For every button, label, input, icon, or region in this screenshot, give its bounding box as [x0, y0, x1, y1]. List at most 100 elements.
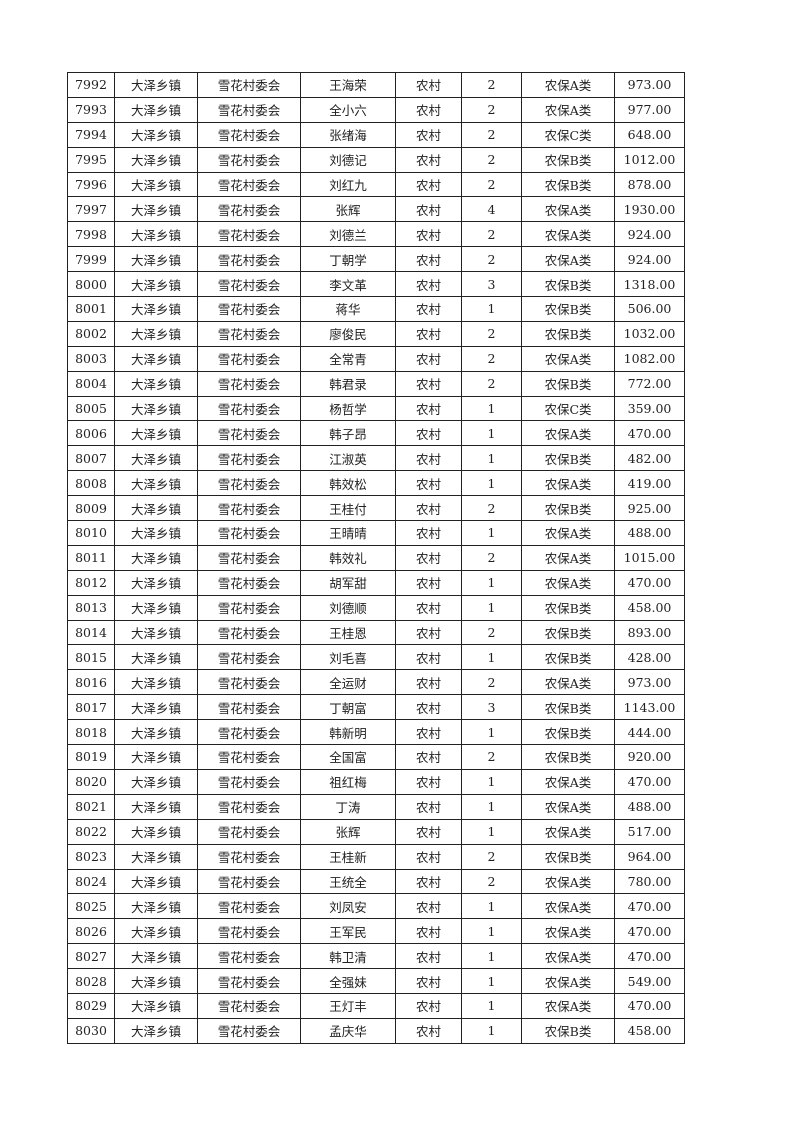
village-committee-cell: 雪花村委会: [197, 669, 301, 696]
village-committee-cell: 雪花村委会: [197, 644, 301, 671]
area-type-cell: 农村: [395, 370, 462, 397]
village-committee-cell: 雪花村委会: [197, 943, 301, 970]
village-committee-cell: 雪花村委会: [197, 470, 301, 497]
village-committee-cell: 雪花村委会: [197, 520, 301, 546]
table-row: 7993 大泽乡镇 雪花村委会 全小六 农村 2 农保A类 977.00: [67, 96, 685, 123]
area-type-cell: 农村: [395, 246, 462, 273]
village-committee-cell: 雪花村委会: [197, 893, 301, 920]
insurance-category-cell: 农保A类: [521, 918, 615, 945]
household-count-cell: 1: [461, 943, 522, 970]
person-name-cell: 刘红九: [300, 171, 396, 198]
insurance-category-cell: 农保A类: [521, 345, 615, 372]
village-committee-cell: 雪花村委会: [197, 96, 301, 123]
row-id-cell: 7992: [67, 72, 115, 98]
amount-cell: 1082.00: [614, 345, 685, 372]
household-count-cell: 1: [461, 893, 522, 920]
person-name-cell: 张辉: [300, 196, 396, 223]
amount-cell: 924.00: [614, 246, 685, 273]
household-count-cell: 2: [461, 171, 522, 198]
table-row: 8011 大泽乡镇 雪花村委会 韩效礼 农村 2 农保A类 1015.00: [67, 544, 685, 571]
village-committee-cell: 雪花村委会: [197, 544, 301, 571]
table-row: 8018 大泽乡镇 雪花村委会 韩新明 农村 1 农保B类 444.00: [67, 719, 685, 746]
insurance-category-cell: 农保A类: [521, 72, 615, 98]
insurance-category-cell: 农保A类: [521, 196, 615, 223]
amount-cell: 549.00: [614, 968, 685, 994]
township-cell: 大泽乡镇: [114, 793, 198, 820]
village-committee-cell: 雪花村委会: [197, 121, 301, 148]
insurance-category-cell: 农保B类: [521, 320, 615, 347]
household-count-cell: 2: [461, 544, 522, 571]
amount-cell: 1032.00: [614, 320, 685, 347]
insurance-category-cell: 农保B类: [521, 719, 615, 746]
township-cell: 大泽乡镇: [114, 520, 198, 546]
township-cell: 大泽乡镇: [114, 943, 198, 970]
household-count-cell: 2: [461, 744, 522, 770]
table-row: 8004 大泽乡镇 雪花村委会 韩君录 农村 2 农保B类 772.00: [67, 370, 685, 397]
village-committee-cell: 雪花村委会: [197, 345, 301, 372]
table-row: 8001 大泽乡镇 雪花村委会 蒋华 农村 1 农保B类 506.00: [67, 296, 685, 322]
insurance-category-cell: 农保A类: [521, 868, 615, 895]
area-type-cell: 农村: [395, 445, 462, 472]
table-row: 8003 大泽乡镇 雪花村委会 全常青 农村 2 农保A类 1082.00: [67, 345, 685, 372]
village-committee-cell: 雪花村委会: [197, 1017, 301, 1044]
village-committee-cell: 雪花村委会: [197, 918, 301, 945]
table-row: 8014 大泽乡镇 雪花村委会 王桂恩 农村 2 农保B类 893.00: [67, 619, 685, 646]
row-id-cell: 8004: [67, 370, 115, 397]
row-id-cell: 8025: [67, 893, 115, 920]
amount-cell: 506.00: [614, 296, 685, 322]
area-type-cell: 农村: [395, 868, 462, 895]
table-row: 7995 大泽乡镇 雪花村委会 刘德记 农村 2 农保B类 1012.00: [67, 146, 685, 173]
village-committee-cell: 雪花村委会: [197, 420, 301, 447]
person-name-cell: 王军民: [300, 918, 396, 945]
table-row: 7998 大泽乡镇 雪花村委会 刘德兰 农村 2 农保A类 924.00: [67, 221, 685, 248]
household-count-cell: 3: [461, 271, 522, 298]
area-type-cell: 农村: [395, 669, 462, 696]
row-id-cell: 8024: [67, 868, 115, 895]
township-cell: 大泽乡镇: [114, 370, 198, 397]
insurance-category-cell: 农保B类: [521, 296, 615, 322]
household-count-cell: 2: [461, 843, 522, 870]
household-count-cell: 2: [461, 320, 522, 347]
insurance-category-cell: 农保A类: [521, 992, 615, 1019]
table-row: 8006 大泽乡镇 雪花村委会 韩子昂 农村 1 农保A类 470.00: [67, 420, 685, 447]
person-name-cell: 刘凤安: [300, 893, 396, 920]
row-id-cell: 8018: [67, 719, 115, 746]
insurance-category-cell: 农保A类: [521, 768, 615, 795]
insurance-category-cell: 农保A类: [521, 420, 615, 447]
amount-cell: 359.00: [614, 395, 685, 422]
area-type-cell: 农村: [395, 420, 462, 447]
household-count-cell: 1: [461, 1017, 522, 1044]
village-committee-cell: 雪花村委会: [197, 818, 301, 845]
person-name-cell: 丁朝富: [300, 694, 396, 721]
household-count-cell: 1: [461, 594, 522, 621]
table-row: 8017 大泽乡镇 雪花村委会 丁朝富 农村 3 农保B类 1143.00: [67, 694, 685, 721]
table-row: 8028 大泽乡镇 雪花村委会 全强妹 农村 1 农保A类 549.00: [67, 968, 685, 994]
household-count-cell: 1: [461, 569, 522, 596]
insurance-category-cell: 农保B类: [521, 694, 615, 721]
household-count-cell: 2: [461, 246, 522, 273]
row-id-cell: 8015: [67, 644, 115, 671]
township-cell: 大泽乡镇: [114, 345, 198, 372]
village-committee-cell: 雪花村委会: [197, 246, 301, 273]
row-id-cell: 8005: [67, 395, 115, 422]
insurance-category-cell: 农保B类: [521, 495, 615, 522]
amount-cell: 772.00: [614, 370, 685, 397]
household-count-cell: 1: [461, 470, 522, 497]
village-committee-cell: 雪花村委会: [197, 72, 301, 98]
amount-cell: 878.00: [614, 171, 685, 198]
row-id-cell: 7997: [67, 196, 115, 223]
person-name-cell: 孟庆华: [300, 1017, 396, 1044]
table-row: 7992 大泽乡镇 雪花村委会 王海荣 农村 2 农保A类 973.00: [67, 72, 685, 98]
person-name-cell: 韩效礼: [300, 544, 396, 571]
amount-cell: 977.00: [614, 96, 685, 123]
person-name-cell: 韩新明: [300, 719, 396, 746]
village-committee-cell: 雪花村委会: [197, 146, 301, 173]
township-cell: 大泽乡镇: [114, 96, 198, 123]
township-cell: 大泽乡镇: [114, 619, 198, 646]
amount-cell: 1015.00: [614, 544, 685, 571]
area-type-cell: 农村: [395, 644, 462, 671]
amount-cell: 964.00: [614, 843, 685, 870]
area-type-cell: 农村: [395, 719, 462, 746]
township-cell: 大泽乡镇: [114, 893, 198, 920]
household-count-cell: 1: [461, 644, 522, 671]
